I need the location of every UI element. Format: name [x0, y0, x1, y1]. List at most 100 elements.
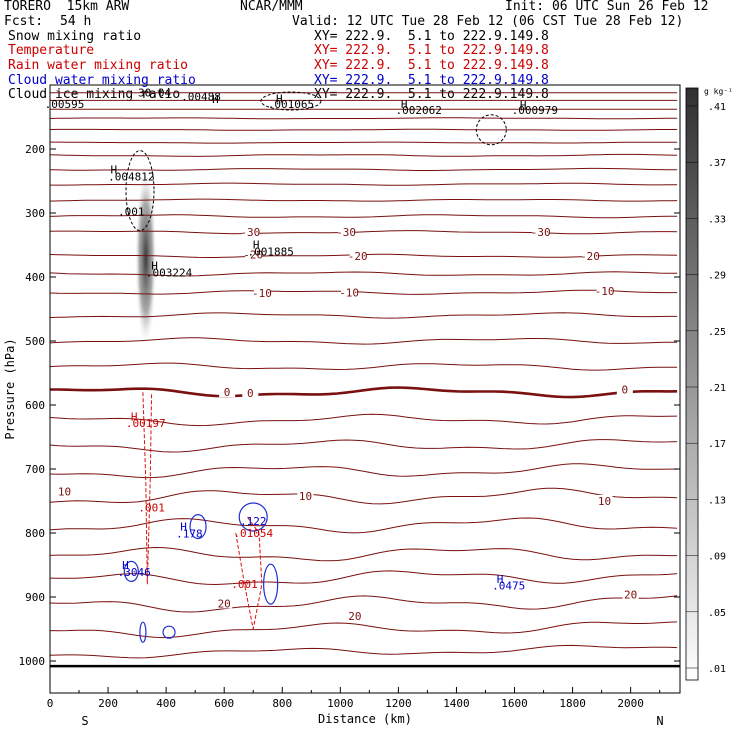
isotherm-line [49, 117, 678, 120]
temperature-label: 10 [58, 485, 71, 498]
max-value-label: .004812 [108, 171, 154, 184]
colorbar-label: .01 [708, 664, 726, 675]
x-tick-label: 200 [98, 697, 118, 710]
isotherm-line [49, 214, 678, 219]
colorbar-unit: g kg⁻¹ [704, 87, 733, 96]
x-axis-title: Distance (km) [318, 712, 412, 726]
max-value-label: 30.04 [138, 87, 171, 100]
temperature-label: -10 [252, 287, 272, 300]
temp-label-bg [338, 226, 355, 238]
max-value-label: .003224 [146, 267, 193, 280]
max-value-label: .001 [138, 501, 165, 514]
max-value-label: .001 [231, 578, 258, 591]
max-marker: H [151, 259, 158, 272]
isotherm-line [49, 289, 678, 295]
isotherm-line [50, 141, 678, 144]
temp-label-bg [622, 588, 639, 600]
temperature-label: -10 [595, 285, 615, 298]
plot-header: TORERO 15km ARW NCAR/MMM Init: 06 UTC Su… [0, 0, 740, 112]
max-value-label: .122 [240, 515, 267, 528]
isotherm-line [49, 312, 678, 319]
temp-label-bg [616, 383, 633, 395]
colorbar [685, 87, 699, 681]
isotherm-line [49, 570, 678, 586]
temperature-label: -20 [580, 250, 600, 263]
temperature-label: -20 [348, 250, 368, 263]
x-tick-label: 1600 [501, 697, 528, 710]
y-tick-label: 600 [25, 399, 45, 412]
max-marker: H [497, 573, 504, 586]
field-xy-rain: XY= 222.9. 5.1 to 222.9.149.8 [314, 58, 549, 73]
isotherm-line [49, 337, 678, 345]
plot-frame [49, 84, 681, 694]
isotherm-line [49, 167, 678, 171]
y-tick-label: 400 [25, 271, 45, 284]
colorbar-label: .29 [708, 271, 726, 282]
isotherm-line [49, 487, 678, 505]
temp-label-bg [532, 226, 549, 238]
max-value-label: .00197 [126, 417, 166, 430]
isotherm-line [49, 595, 678, 613]
max-value-label: .002062 [396, 104, 442, 117]
colorbar-label: .13 [708, 495, 726, 506]
y-tick-label: 300 [25, 207, 45, 220]
temperature-label: 10 [598, 495, 611, 508]
max-value-label: .01054 [233, 527, 273, 540]
x-tick-label: 1800 [559, 697, 586, 710]
x-tick-label: 1200 [385, 697, 412, 710]
field-name-temperature: Temperature [8, 43, 95, 58]
temp-label-bg [582, 249, 598, 261]
isotherm-line [49, 230, 678, 235]
field-xy-cloud-water: XY= 222.9. 5.1 to 222.9.149.8 [314, 73, 549, 88]
fcst-value: 54 h [60, 14, 92, 29]
max-value-label: .178 [176, 528, 203, 541]
x-tick-label: 0 [47, 697, 54, 710]
max-value-label: .000979 [512, 104, 558, 117]
temp-label-bg [219, 386, 236, 398]
max-marker: H [111, 163, 118, 176]
temperature-label: 0 [247, 387, 254, 400]
isotherm-line [49, 463, 678, 479]
x-tick-label: 1000 [327, 697, 354, 710]
x-tick-label: 600 [214, 697, 234, 710]
max-value-label: .0475 [492, 579, 525, 592]
temp-label-bg [346, 610, 363, 622]
cloud-water-contour [263, 563, 279, 605]
max-value-label: .00595 [45, 98, 85, 111]
y-tick-label: 700 [25, 463, 45, 476]
cloud-water-contour [189, 513, 207, 540]
valid-time: Valid: 12 UTC Tue 28 Feb 12 (06 CST Tue … [292, 14, 684, 29]
temp-label-bg [242, 386, 259, 398]
fcst-label: Fcst: [4, 14, 44, 29]
max-marker: H [131, 411, 138, 424]
temp-label-bg [253, 287, 270, 298]
temp-label-bg [242, 226, 259, 238]
max-marker: H [122, 559, 129, 572]
max-marker: H [276, 92, 283, 105]
isotherm-line [49, 362, 678, 371]
temp-label-bg [596, 495, 613, 506]
temperature-label: -30 [240, 226, 260, 239]
cloud-water-contour [123, 560, 139, 583]
max-value-label: .001885 [247, 245, 293, 258]
x-tick-label: 2000 [617, 697, 644, 710]
isotherm-line [49, 439, 678, 453]
temperature-label: 20 [624, 588, 637, 601]
isotherm-line [49, 413, 678, 427]
temperature-label: -10 [339, 286, 359, 299]
colorbar-label: .09 [708, 552, 726, 563]
temp-label-bg [297, 489, 314, 501]
field-name-rain: Rain water mixing ratio [8, 58, 189, 73]
temperature-label: 20 [218, 597, 231, 610]
temperature-label: 0 [224, 386, 231, 399]
max-value-label: .001 [118, 206, 145, 219]
isotherm-line [50, 182, 678, 186]
isotherm-line [49, 128, 678, 131]
colorbar-label: .21 [708, 383, 726, 394]
field-name-cloud-water: Cloud water mixing ratio [8, 73, 196, 88]
colorbar-label: .17 [708, 439, 726, 450]
temperature-label: -20 [243, 249, 263, 262]
temp-label-bg [341, 286, 358, 298]
isotherm-line [50, 386, 678, 399]
